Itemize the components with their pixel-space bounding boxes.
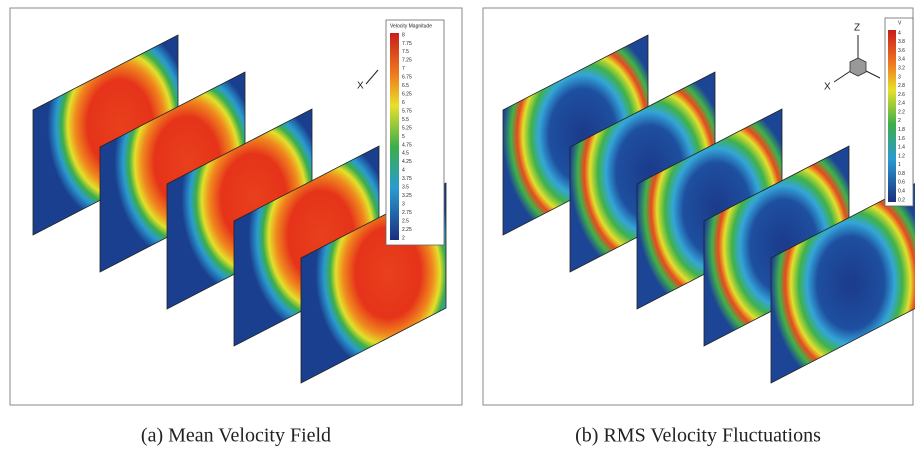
legend-label: 3.25	[402, 193, 412, 199]
axis-label: X	[824, 82, 831, 93]
caption: (b) RMS Velocity Fluctuations	[575, 425, 821, 447]
legend-label: 5.5	[402, 117, 409, 123]
legend-label: 8	[402, 32, 405, 38]
legend-label: 2.4	[898, 101, 905, 107]
axis-line	[833, 69, 853, 83]
legend-label: 2.8	[898, 83, 905, 89]
legend-label: 3.4	[898, 57, 905, 63]
legend-label: 5.75	[402, 108, 412, 114]
legend-label: 0.2	[898, 197, 905, 203]
legend-label: 3.75	[402, 176, 412, 182]
axis-line	[365, 69, 379, 85]
legend-label: 7.75	[402, 41, 412, 47]
legend-label: 6	[402, 100, 405, 106]
legend-label: 7	[402, 66, 405, 72]
legend-label: 2	[898, 118, 901, 124]
legend-label: 0.8	[898, 171, 905, 177]
slice-contour	[770, 183, 915, 384]
legend-label: 1.6	[898, 136, 905, 142]
legend-title: V	[898, 20, 902, 26]
legend-title: Velocity Magnitude	[390, 23, 432, 29]
legend-label: 4	[898, 30, 901, 36]
legend-label: 6.25	[402, 92, 412, 98]
axis-label: X	[357, 81, 364, 92]
legend-label: 5	[402, 134, 405, 140]
legend-label: 2.6	[898, 92, 905, 98]
legend-label: 2.25	[402, 227, 412, 233]
legend-label: 4.25	[402, 159, 412, 165]
slices	[32, 34, 915, 384]
colorbar	[888, 30, 896, 202]
legend-label: 4.5	[402, 151, 409, 157]
legend-label: 3	[898, 74, 901, 80]
legend-label: 5.25	[402, 125, 412, 131]
axis-label: Z	[854, 23, 860, 34]
legend-label: 6.75	[402, 75, 412, 81]
legend-label: 0.6	[898, 180, 905, 186]
legend-label: 3.2	[898, 65, 905, 71]
legend-label: 3.6	[898, 48, 905, 54]
axis-line	[863, 69, 881, 79]
axis-cube	[849, 57, 867, 77]
legend-label: 2.2	[898, 109, 905, 115]
legend-label: 6.5	[402, 83, 409, 89]
legend-label: 7.25	[402, 58, 412, 64]
legend-label: 3.5	[402, 185, 409, 191]
legend-label: 2.5	[402, 218, 409, 224]
legend-label: 4.75	[402, 142, 412, 148]
legend-label: 2	[402, 235, 405, 241]
legend-label: 4	[402, 168, 405, 174]
legend-label: 3	[402, 201, 405, 207]
legend-label: 3.8	[898, 39, 905, 45]
legend-label: 1	[898, 162, 901, 168]
legend-label: 1.4	[898, 145, 905, 151]
legend-label: 1.2	[898, 153, 905, 159]
legend-label: 2.75	[402, 210, 412, 216]
legend-label: 7.5	[402, 49, 409, 55]
legend-label: 1.8	[898, 127, 905, 133]
legend-label: 0.4	[898, 189, 905, 195]
caption: (a) Mean Velocity Field	[141, 425, 331, 447]
colorbar	[390, 33, 399, 240]
